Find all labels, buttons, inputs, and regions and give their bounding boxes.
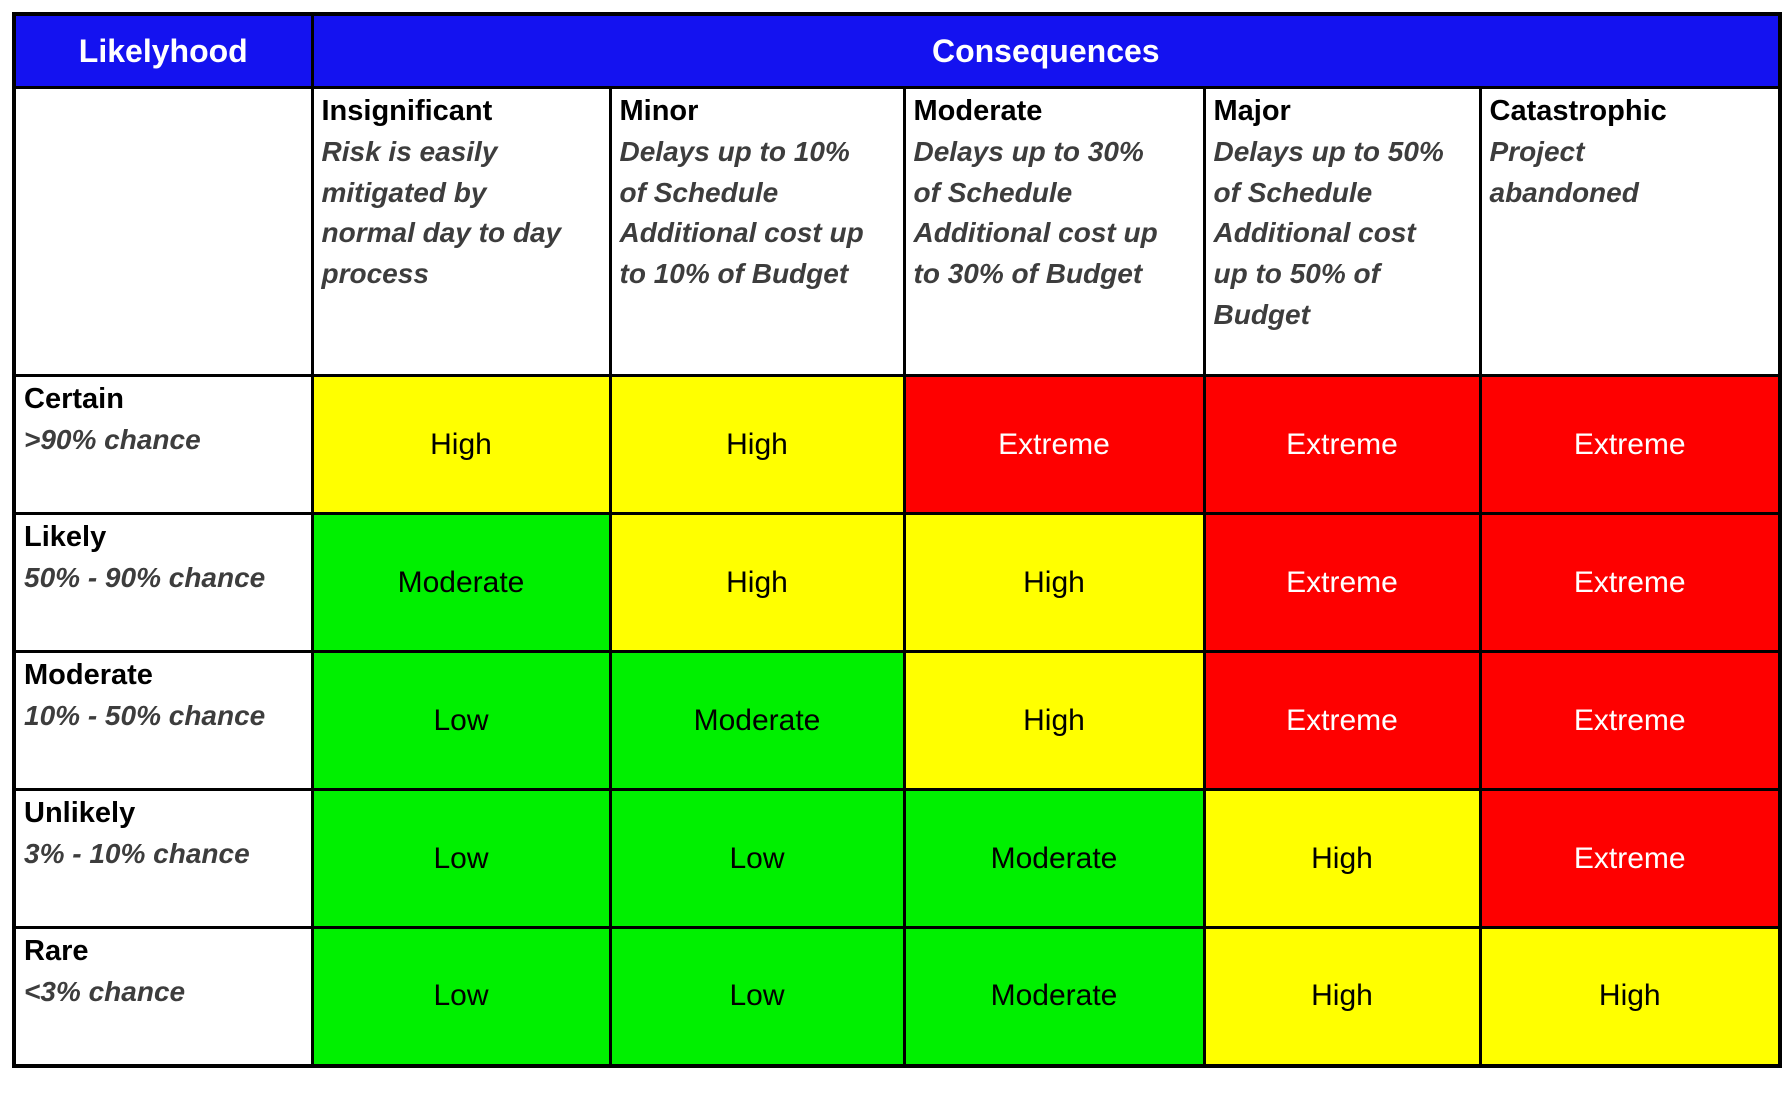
column-title: Major (1213, 95, 1291, 127)
row-description: 10% - 50% chance (24, 700, 266, 732)
likelihood-header-cell: Likelyhood (12, 12, 314, 89)
column-description: Delays up to 10% of Schedule Additional co… (619, 136, 864, 289)
column-header-insignificant: Insignificant Risk is easily mitigated by n… (310, 86, 612, 377)
row-title: Moderate (24, 659, 153, 691)
risk-cell-likely-catastrophic: Extreme (1478, 512, 1782, 653)
empty-corner-cell (12, 86, 314, 377)
column-title: Catastrophic (1489, 95, 1667, 127)
column-title: Minor (619, 95, 699, 127)
risk-cell-moderate-major: Extreme (1202, 650, 1482, 791)
column-header-catastrophic: Catastrophic Project abandoned (1478, 86, 1782, 377)
risk-cell-unlikely-catastrophic: Extreme (1478, 788, 1782, 929)
column-description: Project abandoned (1489, 136, 1639, 208)
consequences-header-cell: Consequences (310, 12, 1782, 89)
risk-cell-rare-minor: Low (608, 926, 906, 1067)
row-header-moderate: Moderate 10% - 50% chance (12, 650, 314, 791)
consequence-header-row: Insignificant Risk is easily mitigated by n… (12, 86, 1782, 377)
row-header-certain: Certain >90% chance (12, 374, 314, 515)
column-title: Insignificant (321, 95, 493, 127)
column-title: Moderate (913, 95, 1043, 127)
risk-cell-likely-insignificant: Moderate (310, 512, 612, 653)
row-header-unlikely: Unlikely 3% - 10% chance (12, 788, 314, 929)
row-title: Likely (24, 521, 107, 553)
risk-cell-certain-moderate: Extreme (902, 374, 1206, 515)
likelihood-row-likely: Likely 50% - 90% chance Moderate High High Ex… (12, 512, 1782, 653)
risk-cell-certain-major: Extreme (1202, 374, 1482, 515)
row-header-rare: Rare <3% chance (12, 926, 314, 1067)
risk-cell-unlikely-major: High (1202, 788, 1482, 929)
risk-cell-certain-insignificant: High (310, 374, 612, 515)
risk-cell-certain-catastrophic: Extreme (1478, 374, 1782, 515)
row-description: <3% chance (24, 976, 186, 1008)
column-description: Risk is easily mitigated by normal day to … (321, 136, 562, 289)
row-title: Unlikely (24, 797, 136, 829)
risk-cell-certain-minor: High (608, 374, 906, 515)
row-title: Certain (24, 383, 124, 415)
risk-cell-rare-moderate: Moderate (902, 926, 1206, 1067)
risk-cell-unlikely-moderate: Moderate (902, 788, 1206, 929)
row-description: 3% - 10% chance (24, 838, 250, 870)
column-description: Delays up to 30% of Schedule Additional co… (913, 136, 1158, 289)
column-header-minor: Minor Delays up to 10% of Schedule Addition… (608, 86, 906, 377)
likelihood-row-moderate: Moderate 10% - 50% chance Low Moderate High E… (12, 650, 1782, 791)
likelihood-row-unlikely: Unlikely 3% - 10% chance Low Low Moderate Hig… (12, 788, 1782, 929)
risk-cell-unlikely-minor: Low (608, 788, 906, 929)
likelihood-row-certain: Certain >90% chance High High Extreme Extreme… (12, 374, 1782, 515)
row-header-likely: Likely 50% - 90% chance (12, 512, 314, 653)
risk-matrix-table: Likelyhood Consequences Insignificant Ris… (12, 12, 1783, 1068)
risk-cell-unlikely-insignificant: Low (310, 788, 612, 929)
risk-cell-rare-insignificant: Low (310, 926, 612, 1067)
risk-cell-likely-minor: High (608, 512, 906, 653)
row-title: Rare (24, 935, 89, 967)
column-header-moderate: Moderate Delays up to 30% of Schedule Addit… (902, 86, 1206, 377)
risk-cell-moderate-insignificant: Low (310, 650, 612, 791)
likelihood-row-rare: Rare <3% chance Low Low Moderate High High (12, 926, 1782, 1067)
risk-cell-likely-moderate: High (902, 512, 1206, 653)
column-description: Delays up to 50% of Schedule Additional co… (1213, 136, 1444, 330)
header-band-row: Likelyhood Consequences (12, 12, 1782, 89)
column-header-major: Major Delays up to 50% of Schedule Addition… (1202, 86, 1482, 377)
risk-cell-rare-catastrophic: High (1478, 926, 1782, 1067)
risk-cell-rare-major: High (1202, 926, 1482, 1067)
risk-cell-likely-major: Extreme (1202, 512, 1482, 653)
risk-cell-moderate-catastrophic: Extreme (1478, 650, 1782, 791)
row-description: >90% chance (24, 424, 201, 456)
row-description: 50% - 90% chance (24, 562, 266, 594)
risk-cell-moderate-minor: Moderate (608, 650, 906, 791)
risk-cell-moderate-moderate: High (902, 650, 1206, 791)
